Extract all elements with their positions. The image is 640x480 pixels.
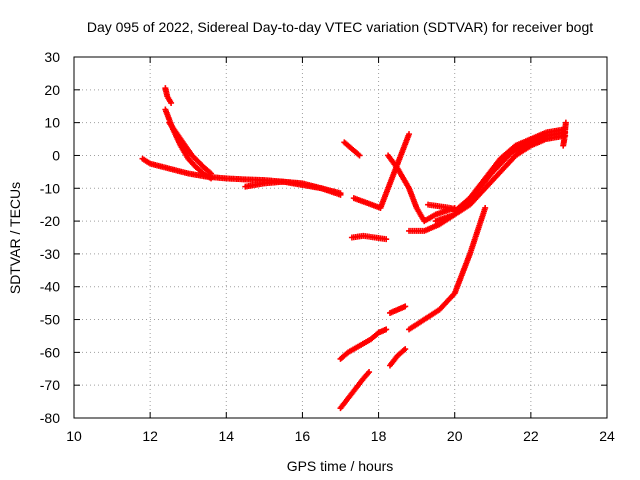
y-tick-label: 30 bbox=[44, 49, 60, 65]
y-tick-label: 0 bbox=[52, 147, 60, 163]
series-arc-climb-2 bbox=[432, 132, 569, 225]
series-arc-mid-band bbox=[242, 178, 344, 198]
series-arc-isolated bbox=[350, 131, 413, 211]
series-arc-low-flat bbox=[348, 232, 390, 243]
series-arc-deep-rise-3 bbox=[386, 346, 409, 369]
series-arc-steep-rise bbox=[406, 204, 489, 333]
series-arc-mid-segment bbox=[386, 303, 409, 316]
y-tick-label: -40 bbox=[40, 279, 60, 295]
data-point bbox=[337, 191, 344, 198]
series-arc-end-spike bbox=[560, 119, 569, 149]
y-tick-label: -30 bbox=[40, 246, 60, 262]
y-axis-label: SDTVAR / TECUs bbox=[7, 182, 23, 294]
y-axis-ticks: 30 20 10 0 -10 -20 -30 -40 -50 -60 -70 -80 bbox=[40, 49, 607, 426]
series-arc-dip bbox=[385, 152, 458, 225]
x-axis-ticks: 10 12 14 16 18 20 22 24 bbox=[66, 57, 615, 444]
data-point bbox=[208, 170, 215, 177]
series-arc-deep-rise-2 bbox=[337, 369, 373, 412]
data-point bbox=[562, 119, 569, 126]
grid bbox=[74, 57, 607, 418]
y-tick-label: -20 bbox=[40, 213, 60, 229]
y-tick-label: -10 bbox=[40, 180, 60, 196]
x-tick-label: 14 bbox=[218, 428, 234, 444]
data-points bbox=[139, 85, 569, 412]
y-tick-label: -60 bbox=[40, 344, 60, 360]
x-tick-label: 22 bbox=[523, 428, 539, 444]
y-tick-label: 10 bbox=[44, 115, 60, 131]
y-tick-label: -70 bbox=[40, 377, 60, 393]
series-arc-deep-rise-1 bbox=[337, 326, 390, 362]
data-point bbox=[402, 303, 409, 310]
data-point bbox=[406, 131, 413, 138]
data-point bbox=[402, 346, 409, 353]
plot-frame bbox=[73, 56, 608, 419]
series-arc-flat-2 bbox=[425, 201, 454, 211]
series-arc-late-short bbox=[341, 139, 363, 159]
data-point bbox=[447, 204, 454, 211]
y-tick-label: 20 bbox=[44, 82, 60, 98]
data-point bbox=[482, 204, 489, 211]
series-arc-peak-a bbox=[162, 85, 175, 106]
series-arc-descend-2 bbox=[166, 119, 215, 177]
data-point bbox=[383, 236, 390, 243]
x-tick-label: 16 bbox=[295, 428, 311, 444]
x-tick-label: 18 bbox=[371, 428, 387, 444]
series-arc-long-low bbox=[139, 155, 344, 197]
x-tick-label: 10 bbox=[66, 428, 82, 444]
data-point bbox=[383, 326, 390, 333]
data-point bbox=[356, 152, 363, 159]
y-tick-label: -50 bbox=[40, 312, 60, 328]
y-tick-label: -80 bbox=[40, 410, 60, 426]
x-axis-label: GPS time / hours bbox=[287, 458, 394, 474]
x-tick-label: 20 bbox=[447, 428, 463, 444]
series-arc-climb-3 bbox=[451, 129, 569, 215]
data-point bbox=[366, 369, 373, 376]
chart-title: Day 095 of 2022, Sidereal Day-to-day VTE… bbox=[87, 19, 593, 35]
x-tick-label: 24 bbox=[599, 428, 615, 444]
x-tick-label: 12 bbox=[142, 428, 158, 444]
data-point bbox=[168, 99, 175, 106]
